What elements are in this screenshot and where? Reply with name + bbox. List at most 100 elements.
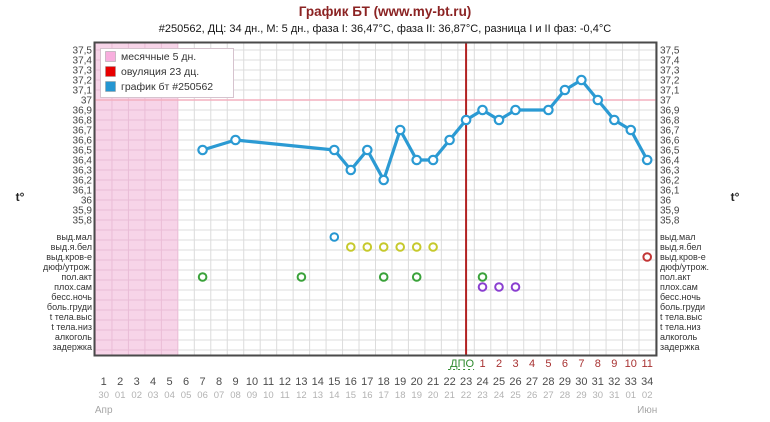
symptom-row-label-right: плох.сам xyxy=(660,282,698,292)
cycle-day-label: 26 xyxy=(509,376,521,388)
symptom-marker-day-16[interactable] xyxy=(346,242,356,252)
symptom-marker-day-21[interactable] xyxy=(428,242,438,252)
symptom-marker-day-18[interactable] xyxy=(378,272,389,282)
bbt-point-day-20[interactable] xyxy=(411,154,422,166)
date-label: 03 xyxy=(148,390,159,401)
legend-item: месячные 5 дн. xyxy=(105,51,196,63)
cycle-day-label: 18 xyxy=(378,376,390,388)
bbt-point-day-30[interactable] xyxy=(576,74,587,86)
dpo-number: 11 xyxy=(641,358,652,370)
bbt-point-day-26[interactable] xyxy=(510,104,521,116)
temp-tick-label-left: 37,2 xyxy=(73,76,93,87)
cycle-day-label: 1 xyxy=(101,376,107,388)
symptom-row-label-left: бесс.ночь xyxy=(51,292,92,302)
bbt-point-day-21[interactable] xyxy=(427,154,439,166)
date-label: 21 xyxy=(444,390,455,401)
symptom-row-label-left: плох.сам xyxy=(54,282,92,292)
bbt-point-day-18[interactable] xyxy=(378,174,389,186)
cycle-day-label: 20 xyxy=(411,376,423,388)
bbt-point-day-23[interactable] xyxy=(460,114,472,126)
bbt-point-day-33[interactable] xyxy=(625,124,637,136)
temp-tick-label-right: 37,2 xyxy=(660,76,680,87)
cycle-day-label: 24 xyxy=(476,376,488,388)
date-label: 16 xyxy=(362,390,373,401)
bbt-point-day-24[interactable] xyxy=(477,104,488,116)
bbt-point-day-32[interactable] xyxy=(608,114,620,126)
temp-tick-label-right: 37,4 xyxy=(660,56,680,67)
cycle-day-label: 9 xyxy=(232,376,238,388)
symptom-row-label-right: t тела.низ xyxy=(660,322,701,332)
temp-tick-label-right: 37,3 xyxy=(660,66,680,77)
symptom-marker-day-26[interactable] xyxy=(510,282,521,292)
date-label: 01 xyxy=(115,390,126,401)
bbt-point-day-31[interactable] xyxy=(592,94,604,106)
dpo-number: 1 xyxy=(479,358,485,370)
bbt-point-day-7[interactable] xyxy=(197,144,208,156)
date-label: 26 xyxy=(527,390,538,401)
symptom-marker-day-25[interactable] xyxy=(494,282,504,292)
symptom-marker-day-20[interactable] xyxy=(411,242,422,252)
bbt-point-day-28[interactable] xyxy=(543,104,554,116)
temp-tick-label-right: 35,9 xyxy=(660,206,680,217)
temp-tick-label-left: 36,6 xyxy=(73,136,93,147)
bbt-point-day-22[interactable] xyxy=(444,134,455,146)
bbt-point-day-19[interactable] xyxy=(394,124,406,136)
cycle-day-label: 8 xyxy=(216,376,222,388)
symptom-marker-day-19[interactable] xyxy=(395,242,406,252)
bbt-point-day-16[interactable] xyxy=(345,164,357,176)
bbt-point-day-29[interactable] xyxy=(559,84,571,96)
dpo-number: 7 xyxy=(578,358,584,370)
cycle-day-label: 2 xyxy=(117,376,123,388)
date-label: 12 xyxy=(296,390,307,401)
menses-swatch xyxy=(105,51,116,62)
legend-item: овуляция 23 дц. xyxy=(105,66,199,78)
dpo-label[interactable]: ДПО xyxy=(450,358,474,370)
bbt-point-day-25[interactable] xyxy=(493,114,505,126)
temp-axis-labels: 37,5 37,537,4 37,437,3 37,337,2 37,237,1 37,1… xyxy=(16,46,740,227)
bbt-point-day-9[interactable] xyxy=(230,134,241,146)
temp-tick-label-left: 36,8 xyxy=(73,116,93,127)
dpo-number: 9 xyxy=(611,358,617,370)
date-label: 02 xyxy=(642,390,653,401)
symptom-row-label-right: выд.я.бел xyxy=(660,242,701,252)
symptom-marker-day-17[interactable] xyxy=(362,242,373,252)
date-label: 14 xyxy=(329,390,340,401)
date-label: 22 xyxy=(461,390,472,401)
symptom-marker-day-20[interactable] xyxy=(411,272,422,282)
temp-tick-label-left: 36,9 xyxy=(73,106,93,117)
temp-tick-label-right: 36,7 xyxy=(660,126,680,137)
symptom-marker-day-24[interactable] xyxy=(477,272,488,282)
cycle-day-row: 1 2 3 4 5 6 7 8 9 10 11 12 13 14 15 16 17 18 19 20 21 22 23 24 2… xyxy=(101,376,654,388)
symptom-marker-day-7[interactable] xyxy=(197,272,208,282)
cycle-day-label: 30 xyxy=(575,376,587,388)
bbt-point-day-34[interactable] xyxy=(641,154,653,166)
cycle-day-label: 29 xyxy=(559,376,571,388)
date-label: 24 xyxy=(494,390,505,401)
date-label: 09 xyxy=(247,390,258,401)
page-title: График БТ (www.my-bt.ru) xyxy=(298,4,472,19)
symptom-row-label-left: t тела.выс xyxy=(50,312,93,322)
symptom-marker-day-13[interactable] xyxy=(296,272,307,282)
symptom-row-label-right: боль.груди xyxy=(660,302,705,312)
cycle-day-label: 11 xyxy=(263,376,274,388)
date-label: 23 xyxy=(477,390,488,401)
temp-tick-label-left: 37,1 xyxy=(73,86,93,97)
symptom-marker-day-34[interactable] xyxy=(642,252,653,262)
temp-tick-label-left: 35,8 xyxy=(73,216,93,227)
symptom-marker-day-24[interactable] xyxy=(477,282,488,292)
bbt-point-day-17[interactable] xyxy=(361,144,373,156)
cycle-day-label: 22 xyxy=(443,376,455,388)
dpo-number: 5 xyxy=(545,358,551,370)
legend-item: график бт #250562 xyxy=(105,81,213,93)
symptom-marker-day-15[interactable] xyxy=(329,232,340,242)
cycle-day-label: 10 xyxy=(246,376,258,388)
symptom-marker-day-18[interactable] xyxy=(378,242,389,252)
temp-tick-label-right: 37,5 xyxy=(660,46,680,57)
cycle-day-label: 14 xyxy=(312,376,324,388)
bbt-point-day-15[interactable] xyxy=(328,144,340,156)
date-label: 15 xyxy=(346,390,357,401)
dpo-number: 4 xyxy=(529,358,535,370)
dpo-number: 6 xyxy=(562,358,568,370)
cycle-day-label: 5 xyxy=(167,376,173,388)
cycle-day-label: 13 xyxy=(295,376,307,388)
